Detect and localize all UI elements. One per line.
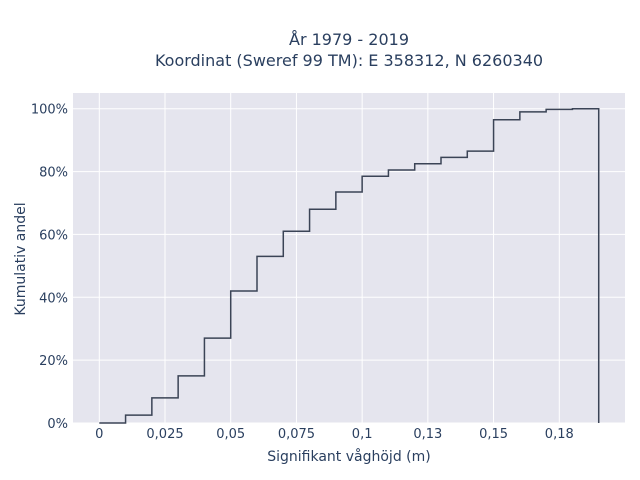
x-tick-label: 0,1 [352,427,373,442]
y-tick-label: 20% [39,354,68,369]
chart-title-line2: Koordinat (Sweref 99 TM): E 358312, N 62… [155,51,543,70]
y-tick-label: 100% [31,103,68,118]
chart-title-line1: År 1979 - 2019 [289,30,409,49]
y-tick-label: 80% [39,166,68,181]
y-tick-label: 60% [39,228,68,243]
y-tick-label: 40% [39,291,68,306]
grid [73,93,625,424]
x-axis-label: Signifikant våghöjd (m) [267,448,430,465]
x-tick-label: 0,05 [216,427,245,442]
x-axis-ticks: 0 0,025 0,05 0,075 0,1 0,13 0,15 0,18 [95,427,574,442]
x-tick-label: 0,025 [146,427,183,442]
x-tick-label: 0 [95,427,103,442]
x-tick-label: 0,075 [278,427,315,442]
x-tick-label: 0,15 [479,427,508,442]
x-tick-label: 0,13 [413,427,442,442]
x-tick-label: 0,18 [545,427,574,442]
plot-background [73,93,625,423]
y-tick-label: 0% [47,417,68,432]
y-axis-label: Kumulativ andel [13,202,29,315]
series-line [99,107,600,424]
y-axis-ticks: 0% 20% 40% 60% 80% 100% [31,103,68,432]
